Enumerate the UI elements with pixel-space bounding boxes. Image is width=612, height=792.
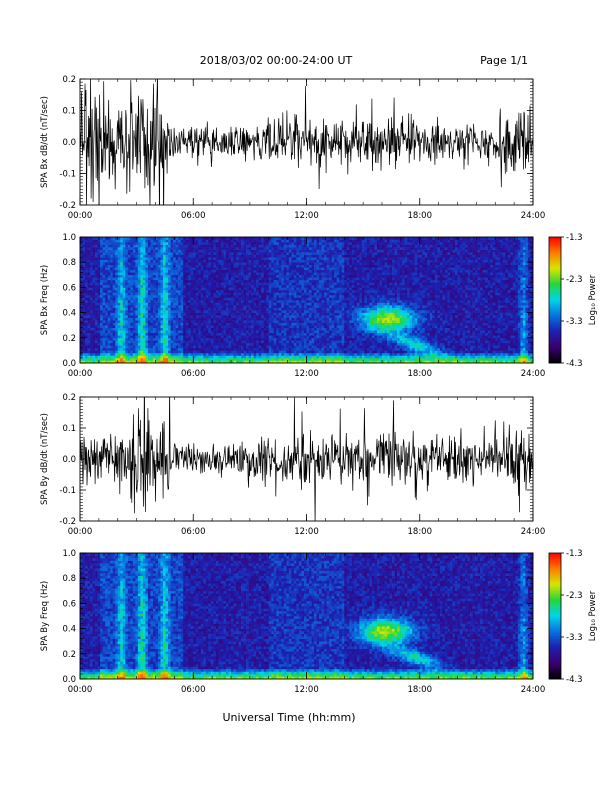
colorbar-label: Log₁₀ Power — [588, 590, 598, 641]
x-tick-label: 00:00 — [68, 369, 93, 379]
panel-4: -1.3 -2.3 -3.3 -4.3 Log₁₀ Power 1.0 0.8 0.6 0.4 0… — [40, 549, 598, 695]
y-tick-label: -0.2 — [59, 517, 76, 527]
y-axis-label: SPA Bx dB/dt (nT/sec) — [40, 96, 50, 188]
colorbar: -1.3 -2.3 -3.3 -4.3 Log₁₀ Power — [548, 233, 598, 369]
y-tick-label: 0.8 — [62, 258, 76, 268]
y-tick-label: 0.2 — [62, 334, 76, 344]
x-axis-label: Universal Time (hh:mm) — [223, 711, 356, 724]
spectrogram — [80, 553, 533, 679]
colorbar-tick-label: -3.3 — [566, 633, 583, 643]
y-tick-label: -0.1 — [59, 170, 76, 180]
colorbar-label: Log₁₀ Power — [588, 274, 598, 325]
colorbar-tick-label: -3.3 — [566, 317, 583, 327]
x-tick-label: 12:00 — [294, 211, 319, 221]
panel-3: 0.2 0.1 0.0 -0.1 -0.200:00 06:00 12:00 18:00 24:… — [40, 393, 546, 537]
y-axis-label: SPA Bx Freq (Hz) — [40, 265, 50, 335]
x-tick-label: 18:00 — [408, 369, 433, 379]
x-tick-label: 12:00 — [294, 369, 319, 379]
y-tick-label: 0.1 — [62, 424, 76, 434]
y-tick-label: -0.2 — [59, 201, 76, 211]
x-tick-label: 18:00 — [408, 685, 433, 695]
x-tick-label: 18:00 — [408, 527, 433, 537]
y-tick-label: 0.6 — [62, 599, 76, 609]
spectrogram — [80, 237, 533, 363]
x-tick-label: 06:00 — [181, 527, 206, 537]
colorbar-tick-label: -1.3 — [566, 549, 583, 559]
header-page: Page 1/1 — [480, 54, 528, 67]
x-tick-label: 24:00 — [521, 685, 546, 695]
colorbar-tick-label: -1.3 — [566, 233, 583, 243]
x-tick-label: 24:00 — [521, 211, 546, 221]
header-date-range: 2018/03/02 00:00-24:00 UT — [200, 54, 353, 67]
panel-2: -1.3 -2.3 -3.3 -4.3 Log₁₀ Power 1.0 0.8 0.6 0.4 0… — [40, 233, 598, 379]
y-tick-label: 0.6 — [62, 283, 76, 293]
x-tick-label: 00:00 — [68, 211, 93, 221]
colorbar-tick-label: -4.3 — [566, 675, 583, 685]
y-tick-label: -0.1 — [59, 486, 76, 496]
y-tick-label: 0.4 — [62, 625, 76, 635]
y-tick-label: 1.0 — [62, 233, 76, 243]
y-tick-label: 0.0 — [62, 359, 76, 369]
y-tick-label: 0.0 — [62, 675, 76, 685]
x-tick-label: 24:00 — [521, 369, 546, 379]
y-tick-label: 0.8 — [62, 574, 76, 584]
x-tick-label: 18:00 — [408, 211, 433, 221]
y-axis-label: SPA By dB/dt (nT/sec) — [40, 413, 50, 505]
panels: 0.20.10.0-0.1-0.200:00 06:00 12:00 18:00 24:… — [40, 75, 598, 695]
y-tick-label: 0.0 — [62, 138, 76, 148]
x-tick-label: 06:00 — [181, 685, 206, 695]
y-tick-label: 0.2 — [62, 393, 76, 403]
y-tick-label: 0.4 — [62, 309, 76, 319]
panel-1: 0.2 0.1 0.0 -0.1 -0.200:00 06:00 12:00 18:00 24:… — [40, 75, 546, 221]
y-tick-label: 0.2 — [62, 650, 76, 660]
dbdt-trace — [80, 397, 533, 521]
x-tick-label: 12:00 — [294, 685, 319, 695]
dbdt-trace — [80, 79, 533, 205]
colorbar-tick-label: -2.3 — [566, 275, 583, 285]
colorbar: -1.3 -2.3 -3.3 -4.3 Log₁₀ Power — [548, 549, 598, 685]
x-tick-label: 12:00 — [294, 527, 319, 537]
x-tick-label: 24:00 — [521, 527, 546, 537]
x-tick-label: 06:00 — [181, 211, 206, 221]
x-tick-label: 00:00 — [68, 685, 93, 695]
y-axis-label: SPA By Freq (Hz) — [40, 581, 50, 651]
colorbar-tick-label: -2.3 — [566, 591, 583, 601]
y-tick-label: 0.2 — [62, 75, 76, 85]
y-tick-label: 1.0 — [62, 549, 76, 559]
x-tick-label: 00:00 — [68, 527, 93, 537]
x-tick-label: 06:00 — [181, 369, 206, 379]
y-tick-label: 0.1 — [62, 107, 76, 117]
y-tick-label: 0.0 — [62, 455, 76, 465]
colorbar-tick-label: -4.3 — [566, 359, 583, 369]
